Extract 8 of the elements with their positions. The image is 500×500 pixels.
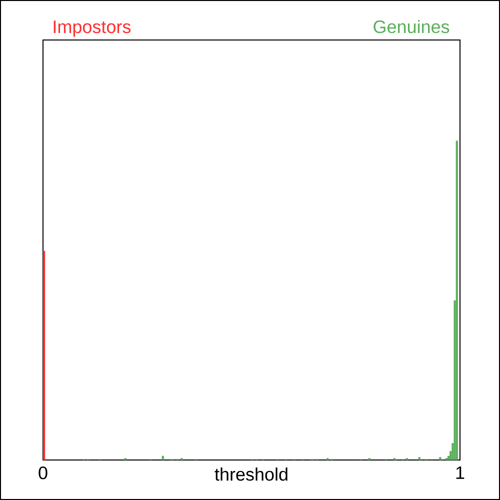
x-tick-label: 1	[456, 466, 464, 479]
bar	[456, 140, 458, 460]
x-tick-label: 0	[38, 466, 48, 480]
bar	[162, 456, 164, 460]
x-axis-title: threshold	[214, 468, 288, 481]
text: Impostors	[54, 20, 131, 37]
bar	[43, 250, 46, 460]
text: Genuines	[374, 20, 450, 34]
